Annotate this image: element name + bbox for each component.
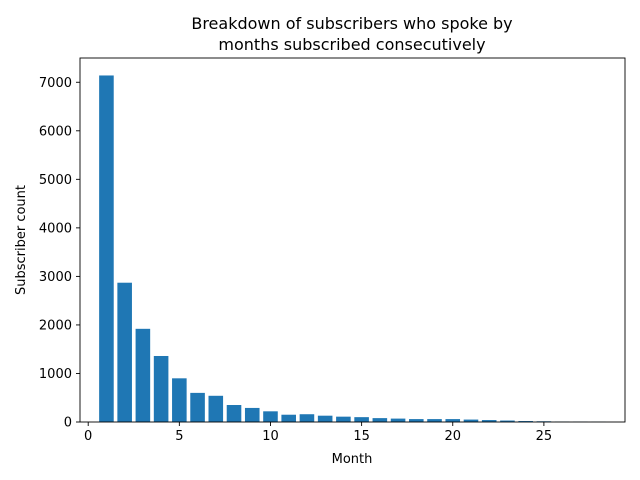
bar-month-2 xyxy=(117,282,132,422)
bar-month-18 xyxy=(409,419,424,422)
x-axis-label: Month xyxy=(332,452,373,467)
y-axis-label: Subscriber count xyxy=(14,185,29,295)
bar-month-21 xyxy=(463,419,479,422)
bar-month-23 xyxy=(500,420,515,422)
y-tick-label: 5000 xyxy=(39,173,72,188)
y-tick-label: 6000 xyxy=(39,124,72,139)
bar-month-8 xyxy=(226,405,242,422)
bar-month-9 xyxy=(244,407,260,422)
bar-month-11 xyxy=(281,414,296,422)
x-tick-label: 25 xyxy=(536,429,553,444)
bar-month-1 xyxy=(99,75,114,422)
x-tick-label: 20 xyxy=(444,429,461,444)
bar-month-12 xyxy=(299,414,315,422)
x-tick-label: 10 xyxy=(262,429,279,444)
bar-month-19 xyxy=(427,419,442,422)
x-tick-label: 0 xyxy=(84,429,92,444)
bar-month-15 xyxy=(354,417,369,422)
bar-month-10 xyxy=(263,411,278,422)
bar-month-13 xyxy=(317,415,333,422)
bar-month-14 xyxy=(336,416,351,422)
y-tick-label: 3000 xyxy=(39,270,72,285)
bar-month-20 xyxy=(445,419,461,422)
bar-month-7 xyxy=(208,395,224,422)
y-tick-label: 2000 xyxy=(39,318,72,333)
y-tick-label: 7000 xyxy=(39,76,72,91)
bar-month-3 xyxy=(135,328,151,422)
chart-title-line-1: Breakdown of subscribers who spoke by xyxy=(191,14,512,33)
plot-frame xyxy=(79,57,626,423)
y-tick-label: 0 xyxy=(64,416,72,431)
bar-month-17 xyxy=(390,418,406,422)
bar-month-4 xyxy=(153,355,169,422)
bar-month-6 xyxy=(190,392,205,422)
bar-month-22 xyxy=(481,420,497,422)
x-tick-label: 5 xyxy=(175,429,183,444)
bar-month-16 xyxy=(372,418,388,422)
y-axis-ticks: 0 1000 2000 3000 4000 5000 6000 7000 xyxy=(39,76,80,431)
y-tick-label: 1000 xyxy=(39,367,72,382)
bar-month-5 xyxy=(172,378,187,422)
bar-month-24 xyxy=(518,421,533,422)
x-tick-label: 15 xyxy=(353,429,370,444)
bars-group xyxy=(99,75,606,422)
chart-title-line-2: months subscribed consecutively xyxy=(218,35,485,54)
y-tick-label: 4000 xyxy=(39,221,72,236)
x-axis-ticks: 0 5 10 15 20 25 xyxy=(84,422,552,444)
